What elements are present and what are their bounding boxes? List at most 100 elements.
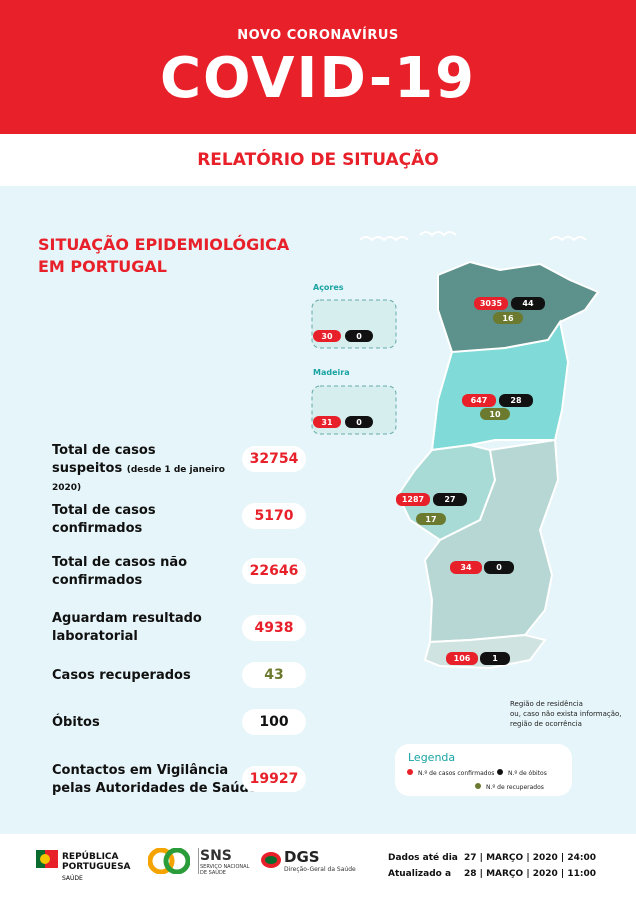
deaths: 44 <box>522 299 534 308</box>
dgs: DGS <box>284 848 320 866</box>
cases: 3035 <box>480 299 503 308</box>
deaths-pill <box>433 493 467 506</box>
cases: 31 <box>321 418 333 427</box>
ministry: SAÚDE <box>62 875 83 882</box>
label-line: Casos recuperados <box>52 668 191 683</box>
cases-pill <box>474 297 508 310</box>
cases-pill <box>313 330 341 342</box>
stat-label: Casos recuperados <box>52 667 191 685</box>
stat-label: Aguardam resultado laboratorial <box>52 610 202 646</box>
updated-date: 28 | MARÇO | 2020 | 11:00 <box>464 869 596 879</box>
dgs-logo <box>261 852 281 868</box>
label-line: Óbitos <box>52 715 100 730</box>
stat-value: 100 <box>242 709 306 735</box>
wave <box>359 236 409 242</box>
header <box>0 0 636 134</box>
island-name: Madeira <box>313 368 350 377</box>
note: Região de residência ou, caso não exista… <box>510 700 622 728</box>
recovered: 10 <box>489 410 501 419</box>
cases-pill <box>396 493 430 506</box>
dgs-full: Direção-Geral da Saúde <box>284 866 356 873</box>
flag-logo <box>36 850 58 868</box>
note: (desde 1 de janeiro <box>126 465 225 475</box>
cases-pill <box>450 561 482 574</box>
stat-label: Contactos em Vigilância pelas Autoridades… <box>52 762 258 798</box>
label-line: Total de casos não <box>52 555 188 570</box>
legend-title: Legenda <box>408 751 455 764</box>
deaths-pill <box>480 652 510 665</box>
recovered-pill <box>480 408 510 420</box>
cases-pill <box>446 652 478 665</box>
waves <box>359 231 587 242</box>
legend-swatch <box>475 783 481 789</box>
stat-label: Total de casos suspeitos (desde 1 de jane… <box>52 442 225 497</box>
recovered-pill <box>416 513 446 525</box>
cases: 106 <box>454 654 471 663</box>
label-line: Aguardam resultado <box>52 611 202 626</box>
legend <box>395 744 572 796</box>
data-date: 27 | MARÇO | 2020 | 24:00 <box>464 853 596 863</box>
stat-label: Total de casos confirmados <box>52 502 156 538</box>
stat-label: Óbitos <box>52 714 100 732</box>
deaths: 0 <box>356 332 362 341</box>
recovered: 16 <box>502 314 514 323</box>
cases-pill <box>313 416 341 428</box>
deaths-pill <box>484 561 514 574</box>
map: Açores Madeira 30 0 31 0 3035 44 16 647 … <box>311 231 622 796</box>
legend-item: N.º de óbitos <box>508 770 547 777</box>
deaths: 0 <box>356 418 362 427</box>
wave <box>419 231 457 237</box>
stat-value: 43 <box>242 662 306 688</box>
text: PORTUGUESA <box>62 862 131 872</box>
label-line: pelas Autoridades de Saúde <box>52 781 258 796</box>
stat-value: 5170 <box>242 503 306 529</box>
legend-item: N.º de recuperados <box>486 784 544 791</box>
label-line: laboratorial <box>52 629 138 644</box>
footer <box>0 834 636 900</box>
cases-pill <box>462 394 496 407</box>
label-line: confirmados <box>52 521 143 536</box>
legend-swatch <box>497 769 503 775</box>
legend-swatch <box>407 769 413 775</box>
label-line: Total de casos <box>52 443 156 458</box>
stat-value: 4938 <box>242 615 306 641</box>
updated-label: Atualizado a <box>388 869 452 879</box>
deaths-pill <box>345 416 373 428</box>
text: DE SAÚDE <box>200 870 226 876</box>
kicker: NOVO CORONAVÍRUS <box>237 28 399 43</box>
wave <box>549 236 587 242</box>
text: REPÚBLICA <box>62 852 119 862</box>
label-line: confirmados <box>52 573 143 588</box>
cases: 34 <box>460 563 472 572</box>
deaths: 28 <box>510 396 522 405</box>
deaths-pill <box>345 330 373 342</box>
stat-value: 19927 <box>242 766 306 792</box>
label-line: Total de casos <box>52 503 156 518</box>
note: 2020) <box>52 483 82 493</box>
deaths-pill <box>511 297 545 310</box>
note-line: Região de residência <box>510 700 583 708</box>
deaths: 1 <box>492 654 498 663</box>
subtitle: RELATÓRIO DE SITUAÇÃO <box>197 150 439 170</box>
sns: SNS <box>200 848 232 864</box>
legend-item: N.º de casos confirmados <box>418 770 494 777</box>
data-label: Dados até dia <box>388 853 458 863</box>
republic: REPÚBLICA PORTUGUESA <box>62 852 131 872</box>
title: COVID-19 <box>159 46 477 111</box>
stat-value: 32754 <box>242 446 306 472</box>
text: SERVIÇO NACIONAL <box>200 864 250 870</box>
deaths: 27 <box>444 495 455 504</box>
section-line: EM PORTUGAL <box>38 257 167 276</box>
divider <box>198 848 199 874</box>
cases: 1287 <box>402 495 424 504</box>
label-line: suspeitos <box>52 461 123 476</box>
section-title: SITUAÇÃO EPIDEMIOLÓGICA EM PORTUGAL <box>38 234 289 278</box>
stat-value: 22646 <box>242 558 306 584</box>
anniversary-logo <box>148 848 190 874</box>
note-line: região de ocorrência <box>510 720 582 728</box>
section-line: SITUAÇÃO EPIDEMIOLÓGICA <box>38 235 290 254</box>
deaths-pill <box>499 394 533 407</box>
label-line: Contactos em Vigilância <box>52 763 229 778</box>
